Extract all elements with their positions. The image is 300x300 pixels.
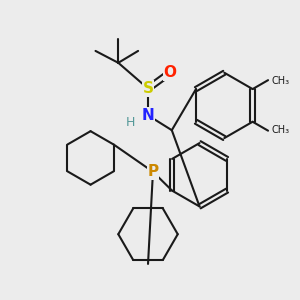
Text: P: P — [147, 164, 158, 179]
Text: S: S — [142, 81, 154, 96]
Text: O: O — [163, 65, 176, 80]
Text: CH₃: CH₃ — [271, 76, 289, 86]
Text: N: N — [142, 108, 154, 123]
Text: H: H — [125, 116, 135, 129]
Text: CH₃: CH₃ — [271, 125, 289, 135]
